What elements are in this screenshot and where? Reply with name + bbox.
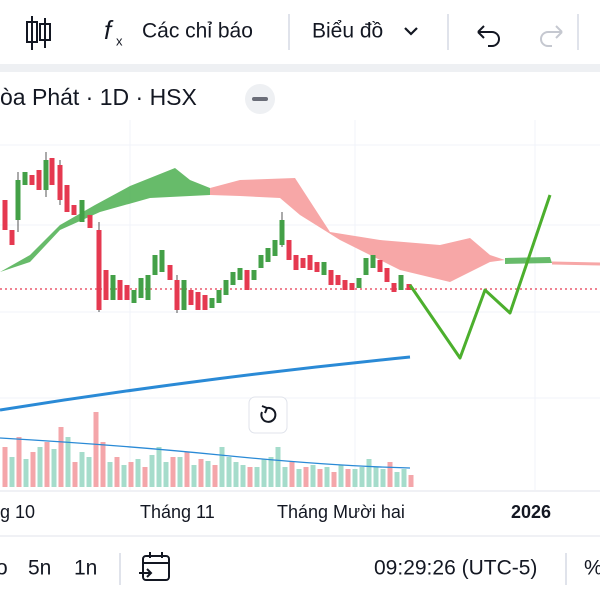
- volume-up: [9, 437, 407, 487]
- fx-icon-x[interactable]: x: [116, 33, 123, 48]
- time-label: Tháng 11: [140, 502, 215, 522]
- chevron: [404, 27, 418, 36]
- grid: [0, 120, 600, 490]
- go-to-date-button[interactable]: [139, 552, 170, 581]
- candles-down: [2, 158, 412, 310]
- clock[interactable]: 09:29:26 (UTC-5): [374, 557, 537, 580]
- percent-button[interactable]: %: [584, 557, 600, 580]
- undo-button[interactable]: [477, 25, 500, 47]
- indicators-button[interactable]: Các chỉ báo: [142, 20, 253, 43]
- cloud-bull: [0, 168, 210, 272]
- reset-button[interactable]: [248, 396, 288, 434]
- toolbar-bg: [0, 0, 600, 64]
- volume-average: [0, 437, 411, 469]
- bottom-bar: [0, 535, 600, 600]
- cloud-edge: [551, 261, 600, 266]
- chart-type-button[interactable]: Biểu đồ: [312, 20, 383, 43]
- redo-button[interactable]: [540, 25, 563, 47]
- reset-icon: [260, 405, 277, 423]
- candle-type-button[interactable]: [26, 16, 51, 50]
- time-label: 2026: [511, 502, 551, 522]
- symbol-title[interactable]: òa Phát · 1D · HSX: [0, 84, 197, 110]
- range-button[interactable]: 5n: [28, 557, 51, 580]
- moving-average: [0, 355, 411, 412]
- cloud-bear: [210, 178, 505, 282]
- toolbar-divider: [0, 64, 600, 72]
- collapse-icon: [252, 97, 268, 101]
- volume-down: [2, 412, 414, 487]
- range-button[interactable]: 1n: [74, 557, 97, 580]
- fx-icon[interactable]: f: [104, 15, 114, 45]
- projection-drawing[interactable]: [408, 194, 552, 360]
- time-label: g 10: [0, 502, 35, 522]
- range-button[interactable]: o: [0, 557, 8, 580]
- time-label: Tháng Mười hai: [277, 502, 405, 522]
